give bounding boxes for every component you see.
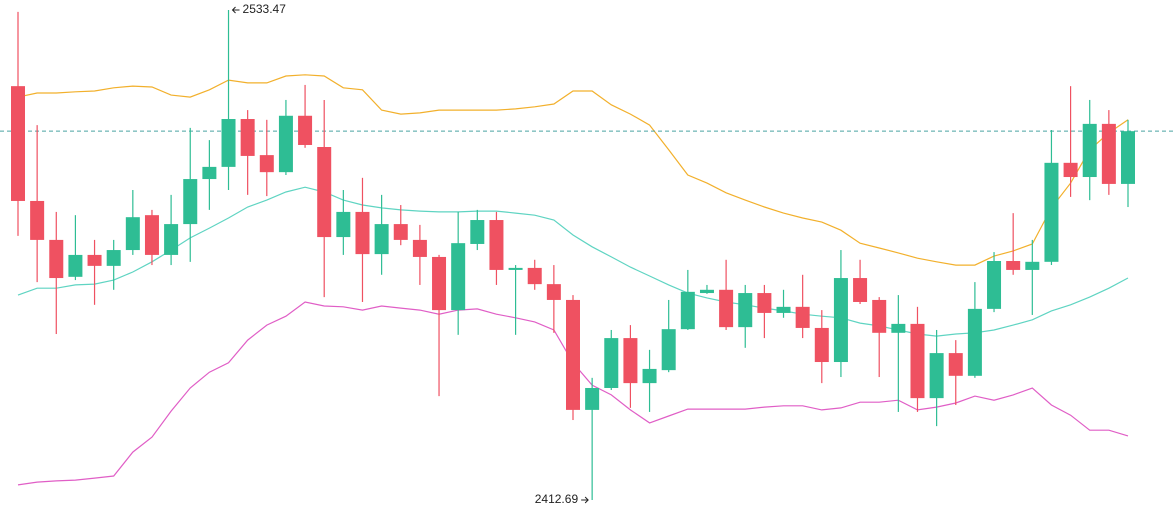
candle-body <box>240 119 255 156</box>
candle-body <box>661 329 676 371</box>
candle-body <box>1044 162 1059 262</box>
candle-body <box>432 256 447 311</box>
candle-body <box>585 387 600 410</box>
candle-body <box>1006 261 1021 270</box>
candle-body <box>719 289 734 328</box>
candle-body <box>68 254 83 277</box>
candle-body <box>814 327 829 363</box>
candle-body <box>546 284 561 300</box>
candle-body <box>738 293 753 328</box>
candle-body <box>393 224 408 240</box>
candle-body <box>623 338 638 384</box>
candle-body <box>1063 162 1078 178</box>
candle-body <box>910 323 925 399</box>
candle-body <box>298 115 313 145</box>
candle-body <box>412 239 427 257</box>
candle-body <box>451 243 466 311</box>
candle-body <box>680 291 695 330</box>
candle-body <box>336 211 351 238</box>
low-arrow <box>581 496 589 504</box>
candle-body <box>164 224 179 255</box>
candle-body <box>566 299 580 410</box>
candle-body <box>87 254 102 266</box>
candle-body <box>527 267 542 285</box>
band-line <box>17 186 1129 337</box>
candle-body <box>853 278 868 302</box>
band-line <box>17 74 1129 266</box>
candle-body <box>929 353 944 399</box>
candle-body <box>891 323 906 333</box>
high-label: 2533.47 <box>243 2 287 16</box>
candle-body <box>776 306 791 313</box>
candle-body <box>202 166 217 180</box>
candle-body <box>49 239 64 279</box>
candle-body <box>144 215 159 255</box>
candle-body <box>489 220 504 270</box>
candle-body <box>757 293 772 313</box>
candle-body <box>1082 123 1097 178</box>
candle-body <box>30 200 45 240</box>
candle-body <box>1025 261 1040 270</box>
candle-body <box>106 250 121 266</box>
candle-body <box>183 179 198 225</box>
candle-body <box>1101 123 1116 184</box>
candle-body <box>948 353 963 376</box>
high-arrow <box>231 6 240 14</box>
candle-body <box>278 115 293 173</box>
candle-body <box>470 220 485 244</box>
candle-body <box>355 211 370 255</box>
candle-body <box>508 267 523 270</box>
candle-body <box>221 119 236 167</box>
candle-body <box>11 86 25 201</box>
candle-body <box>833 278 848 363</box>
candle-body <box>259 155 274 173</box>
candle-body <box>374 224 389 255</box>
low-label: 2412.69 <box>535 492 579 506</box>
candle-body <box>699 289 714 294</box>
candle-body <box>987 261 1002 309</box>
candle-body <box>967 308 982 376</box>
candle-body <box>872 299 887 333</box>
candle-body <box>317 147 332 238</box>
candle-body <box>125 217 140 251</box>
candle-body <box>1121 131 1135 184</box>
candle-body <box>795 306 810 328</box>
candle-body <box>604 338 619 388</box>
candle-body <box>642 368 657 384</box>
